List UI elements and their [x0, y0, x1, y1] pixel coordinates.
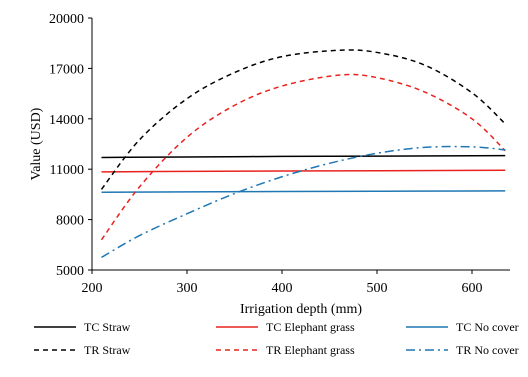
- series-line-tr-elephant-grass: [100, 73, 506, 241]
- y-tick-label: 5000: [56, 264, 84, 279]
- series-line-tr-no-cover: [101, 145, 506, 259]
- y-tick-label: 20000: [49, 12, 84, 27]
- legend-label-tc-elephant-grass: TC Elephant grass: [266, 320, 355, 334]
- x-tick-label: 600: [462, 281, 483, 296]
- y-tick-label: 11000: [50, 163, 84, 178]
- legend-label-tr-no-cover: TR No cover: [456, 343, 519, 357]
- series-line-tc-no-cover: [101, 190, 506, 193]
- x-tick-label: 500: [367, 281, 388, 296]
- y-tick-label: 8000: [56, 214, 84, 229]
- series-line-tc-elephant-grass: [101, 169, 506, 173]
- y-axis-title: Value (USD): [29, 107, 44, 180]
- x-tick-label: 200: [82, 281, 103, 296]
- y-tick-label: 14000: [49, 113, 84, 128]
- legend-label-tc-no-cover: TC No cover: [456, 320, 519, 334]
- legend-label-tr-elephant-grass: TR Elephant grass: [266, 343, 355, 357]
- series-line-tr-straw: [100, 49, 506, 190]
- series-line-tc-straw: [101, 154, 506, 159]
- x-tick-label: 300: [177, 281, 198, 296]
- axes: [88, 17, 510, 274]
- legend-label-tc-straw: TC Straw: [84, 320, 131, 334]
- x-tick-label: 400: [272, 281, 293, 296]
- series-lines: [100, 49, 506, 259]
- legend: TC Straw TC Elephant grass TC No cover TR S…: [34, 320, 519, 357]
- tick-labels: 5000 8000 11000 14000 17000 20000 200 300 400 500…: [49, 12, 483, 296]
- legend-label-tr-straw: TR Straw: [84, 343, 131, 357]
- x-axis-title: Irrigation depth (mm): [240, 302, 362, 317]
- y-tick-label: 17000: [49, 62, 84, 77]
